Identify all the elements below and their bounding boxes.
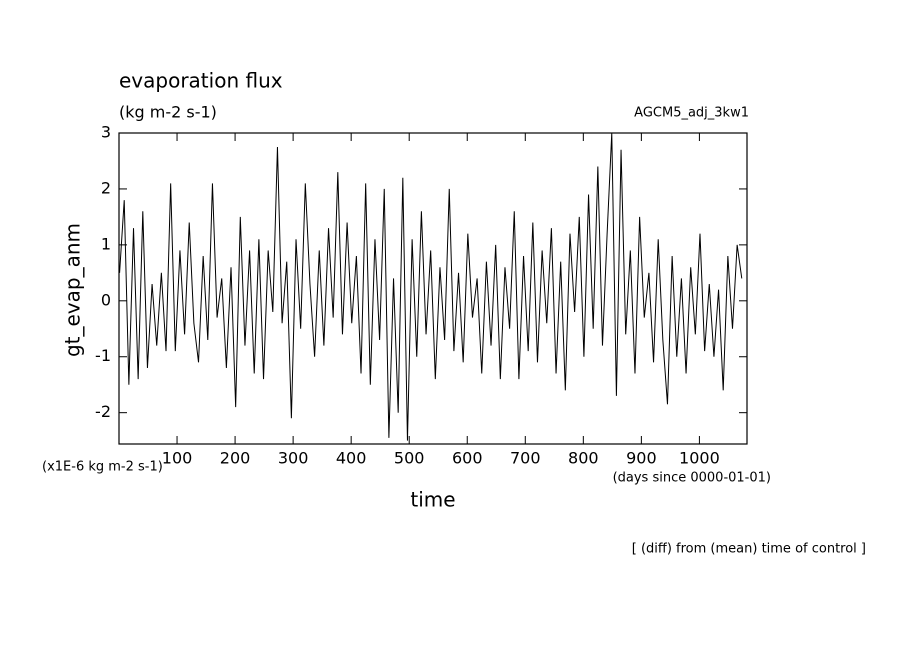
x-tick-label: 300: [278, 449, 309, 468]
x-tick-label: 700: [510, 449, 541, 468]
y-tick-label: 1: [101, 234, 111, 253]
y-tick-label: -1: [95, 346, 111, 365]
plot-frame: [118, 132, 748, 445]
x-tick-label: 900: [626, 449, 657, 468]
chart-title: evaporation flux: [119, 69, 283, 93]
x-unit-label: (days since 0000-01-01): [613, 471, 771, 486]
data-line: [119, 132, 743, 441]
x-axis-title: time: [410, 488, 455, 512]
x-tick-label: 400: [336, 449, 367, 468]
x-tick-label: 600: [452, 449, 483, 468]
chart-subtitle: (kg m-2 s-1): [119, 103, 217, 122]
x-tick-label: 1000: [679, 449, 720, 468]
y-tick-label: -2: [95, 402, 111, 421]
y-tick-label: 2: [101, 178, 111, 197]
x-tick-label: 100: [162, 449, 193, 468]
y-axis-title: gt_evap_anm: [61, 223, 85, 357]
experiment-label: AGCM5_adj_3kw1: [634, 106, 749, 121]
x-tick-label: 500: [394, 449, 425, 468]
x-tick-label: 200: [220, 449, 251, 468]
y-tick-label: 0: [101, 290, 111, 309]
y-unit-label: (x1E-6 kg m-2 s-1): [42, 460, 163, 475]
y-tick-label: 3: [101, 123, 111, 142]
x-tick-label: 800: [568, 449, 599, 468]
footnote: [ (diff) from (mean) time of control ]: [632, 542, 866, 557]
